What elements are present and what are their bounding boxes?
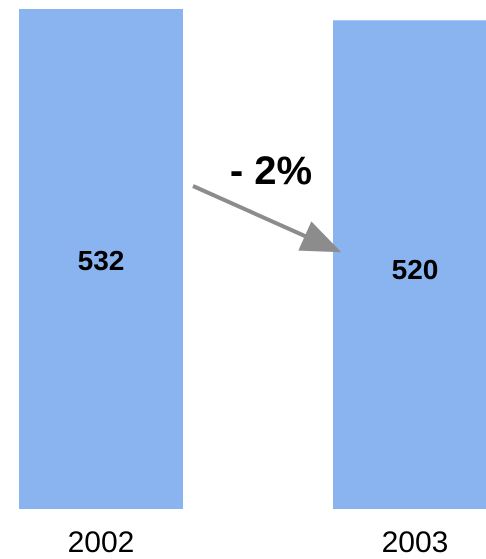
- x-tick-label-2003: 2003: [382, 526, 449, 559]
- x-tick-label-2002: 2002: [68, 526, 135, 559]
- change-arrow: [192, 184, 342, 253]
- x-axis-tick-labels: 2002 2003: [68, 526, 449, 559]
- change-annotation: - 2%: [192, 149, 342, 253]
- bar-2003: [333, 20, 486, 509]
- bar-2002: [19, 9, 183, 509]
- bar-value-label-2002: 532: [78, 245, 125, 276]
- bar-value-label-2003: 520: [392, 254, 439, 285]
- bars-layer: [19, 9, 486, 509]
- change-percentage-label: - 2%: [230, 149, 312, 193]
- bar-value-labels: 532 520: [78, 245, 439, 285]
